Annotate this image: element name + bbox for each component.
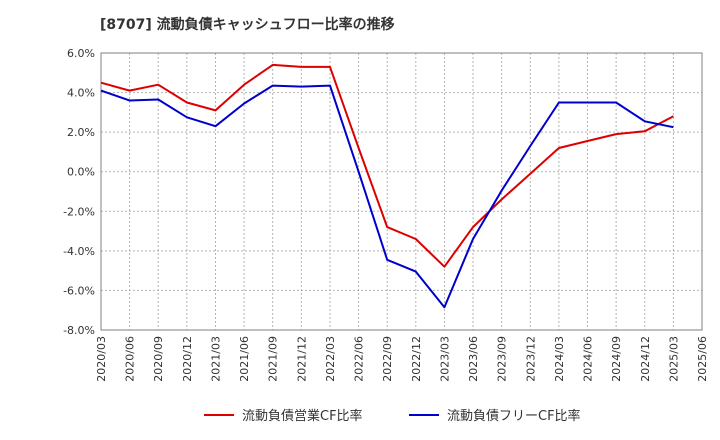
x-tick-label: 2021/06 (238, 336, 251, 382)
x-tick-labels: 2020/03 2020/06 2020/09 2020/12 2021/03 2021/… (95, 336, 709, 382)
x-tick-label: 2023/03 (438, 336, 451, 382)
x-tick-label: 2025/06 (696, 336, 709, 382)
x-tick-label: 2021/12 (295, 336, 308, 382)
x-tick-label: 2022/06 (353, 336, 366, 382)
y-tick-label: 6.0% (67, 47, 95, 60)
grid-lines (100, 52, 703, 331)
x-tick-label: 2022/12 (410, 336, 423, 382)
x-tick-label: 2023/06 (467, 336, 480, 382)
y-tick-label: 2.0% (67, 126, 95, 139)
y-tick-label: -2.0% (63, 205, 95, 218)
x-tick-label: 2024/03 (553, 336, 566, 382)
x-tick-label: 2022/03 (324, 336, 337, 382)
legend-label: 流動負債営業CF比率 (242, 408, 363, 424)
legend: 流動負債営業CF比率 流動負債フリーCF比率 (204, 408, 581, 424)
y-tick-label: 0.0% (67, 166, 95, 179)
legend-item-1: 流動負債営業CF比率 (204, 408, 363, 424)
x-tick-label: 2025/03 (667, 336, 680, 382)
plot-frame (100, 52, 703, 331)
y-tick-label: -8.0% (63, 324, 95, 337)
x-tick-label: 2020/09 (152, 336, 165, 382)
y-tick-labels: 6.0% 4.0% 2.0% 0.0% -2.0% -4.0% -6.0% -8.0% (63, 47, 95, 337)
legend-item-2: 流動負債フリーCF比率 (409, 408, 581, 424)
chart-title: [8707] 流動負債キャッシュフロー比率の推移 (100, 17, 395, 33)
y-tick-label: 4.0% (67, 87, 95, 100)
y-tick-label: -6.0% (63, 284, 95, 297)
series-lines (100, 63, 674, 309)
x-tick-label: 2021/09 (267, 336, 280, 382)
x-tick-label: 2022/09 (381, 336, 394, 382)
x-tick-label: 2021/03 (209, 336, 222, 382)
y-tick-label: -4.0% (63, 245, 95, 258)
x-tick-label: 2024/06 (582, 336, 595, 382)
legend-label: 流動負債フリーCF比率 (447, 408, 581, 424)
x-tick-label: 2020/03 (95, 336, 108, 382)
x-tick-label: 2024/12 (639, 336, 652, 382)
axes (100, 52, 703, 331)
x-tick-label: 2020/12 (181, 336, 194, 382)
series-line-1 (100, 63, 674, 268)
series-line-2 (100, 84, 674, 309)
x-tick-label: 2024/09 (610, 336, 623, 382)
x-tick-label: 2020/06 (124, 336, 137, 382)
x-tick-label: 2023/12 (524, 336, 537, 382)
x-tick-label: 2023/09 (496, 336, 509, 382)
